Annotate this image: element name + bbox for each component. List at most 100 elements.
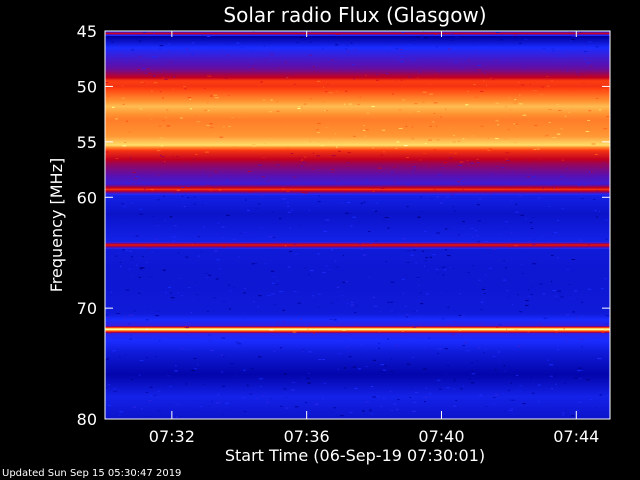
- spectrum-speckle: [577, 338, 581, 340]
- spectrum-speckle: [480, 301, 484, 303]
- spectrum-speckle: [159, 91, 162, 93]
- spectrum-speckle: [569, 394, 571, 396]
- spectrum-speckle: [247, 210, 250, 211]
- spectrum-speckle: [123, 354, 128, 356]
- spectrum-speckle: [247, 386, 249, 387]
- spectrum-speckle: [185, 327, 189, 329]
- spectrum-speckle: [161, 156, 165, 158]
- spectrum-speckle: [134, 177, 138, 179]
- spectrum-speckle: [294, 406, 299, 408]
- spectrum-speckle: [539, 283, 543, 285]
- spectrum-band: [105, 162, 610, 164]
- spectrum-speckle: [537, 197, 541, 199]
- spectrum-speckle: [150, 189, 154, 191]
- spectrum-speckle: [111, 41, 114, 43]
- spectrum-speckle: [251, 61, 254, 63]
- spectrum-speckle: [264, 263, 267, 265]
- spectrum-speckle: [317, 253, 320, 255]
- spectrum-speckle: [131, 328, 135, 330]
- spectrum-speckle: [213, 133, 216, 135]
- spectrum-band: [105, 395, 610, 397]
- spectrum-speckle: [429, 256, 432, 258]
- spectrum-speckle: [405, 316, 408, 318]
- spectrum-band: [105, 197, 610, 199]
- spectrum-speckle: [358, 344, 363, 346]
- spectrum-band: [105, 308, 610, 310]
- spectrum-speckle: [121, 85, 124, 87]
- spectrum-band: [105, 195, 610, 197]
- spectrum-band: [105, 246, 610, 248]
- spectrum-speckle: [495, 102, 499, 104]
- spectrum-band: [105, 404, 610, 406]
- spectrum-band: [105, 183, 610, 185]
- spectrum-speckle: [558, 110, 562, 111]
- spectrum-band: [105, 214, 610, 216]
- spectrum-speckle: [312, 152, 314, 154]
- spectrum-speckle: [324, 127, 329, 128]
- spectrum-speckle: [395, 345, 399, 347]
- spectrum-band: [105, 219, 610, 221]
- spectrum-speckle: [437, 174, 442, 176]
- spectrum-band: [105, 41, 610, 43]
- spectrum-speckle: [357, 103, 360, 105]
- spectrum-band: [105, 156, 610, 158]
- spectrum-speckle: [471, 238, 475, 240]
- spectrum-speckle: [137, 68, 140, 70]
- spectrum-speckle: [329, 242, 333, 244]
- spectrum-speckle: [425, 143, 427, 144]
- spectrum-speckle: [115, 118, 118, 120]
- spectrum-band: [105, 350, 610, 352]
- spectrum-speckle: [209, 189, 213, 191]
- spectrum-speckle: [396, 141, 400, 143]
- spectrum-speckle: [593, 90, 596, 92]
- spectrum-speckle: [310, 98, 312, 100]
- spectrum-speckle: [155, 356, 157, 358]
- spectrum-speckle: [350, 304, 355, 306]
- spectrum-speckle: [570, 40, 572, 42]
- spectrum-band: [105, 47, 610, 49]
- spectrum-speckle: [156, 175, 159, 177]
- spectrum-band: [105, 205, 610, 207]
- spectrum-speckle: [227, 55, 229, 57]
- spectrum-speckle: [329, 137, 331, 139]
- spectrum-band: [105, 235, 610, 237]
- spectrum-speckle: [395, 48, 399, 50]
- spectrum-speckle: [273, 304, 277, 306]
- spectrum-speckle: [133, 310, 136, 312]
- spectrum-speckle: [343, 191, 345, 193]
- spectrum-speckle: [316, 132, 320, 134]
- spectrum-speckle: [429, 83, 432, 85]
- spectrum-speckle: [308, 210, 310, 212]
- spectrum-speckle: [526, 161, 531, 163]
- spectrum-speckle: [172, 88, 176, 90]
- spectrum-speckle: [322, 398, 324, 400]
- spectrum-speckle: [587, 288, 592, 290]
- spectrum-band: [105, 264, 610, 266]
- spectrum-speckle: [342, 255, 345, 257]
- spectrum-speckle: [124, 142, 127, 143]
- spectrum-band: [105, 279, 610, 281]
- spectrum-speckle: [117, 72, 120, 74]
- spectrum-speckle: [318, 306, 321, 308]
- spectrum-band: [105, 32, 610, 34]
- spectrum-band: [105, 244, 610, 246]
- spectrum-band: [105, 101, 610, 103]
- spectrum-speckle: [459, 161, 464, 163]
- spectrum-speckle: [559, 293, 563, 295]
- spectrum-speckle: [139, 268, 143, 270]
- spectrum-band: [105, 400, 610, 402]
- spectrum-speckle: [110, 294, 112, 296]
- spectrum-speckle: [302, 162, 306, 164]
- spectrum-speckle: [510, 382, 513, 384]
- spectrum-band: [105, 305, 610, 307]
- spectrum-band: [105, 45, 610, 47]
- spectrum-band: [105, 33, 610, 35]
- spectrum-speckle: [301, 376, 305, 378]
- spectrum-band: [105, 181, 610, 183]
- spectrum-speckle: [468, 242, 471, 244]
- spectrum-speckle: [483, 352, 485, 354]
- spectrum-speckle: [445, 228, 448, 230]
- spectrum-speckle: [285, 61, 287, 63]
- spectrum-band: [105, 153, 610, 155]
- spectrum-speckle: [246, 237, 250, 239]
